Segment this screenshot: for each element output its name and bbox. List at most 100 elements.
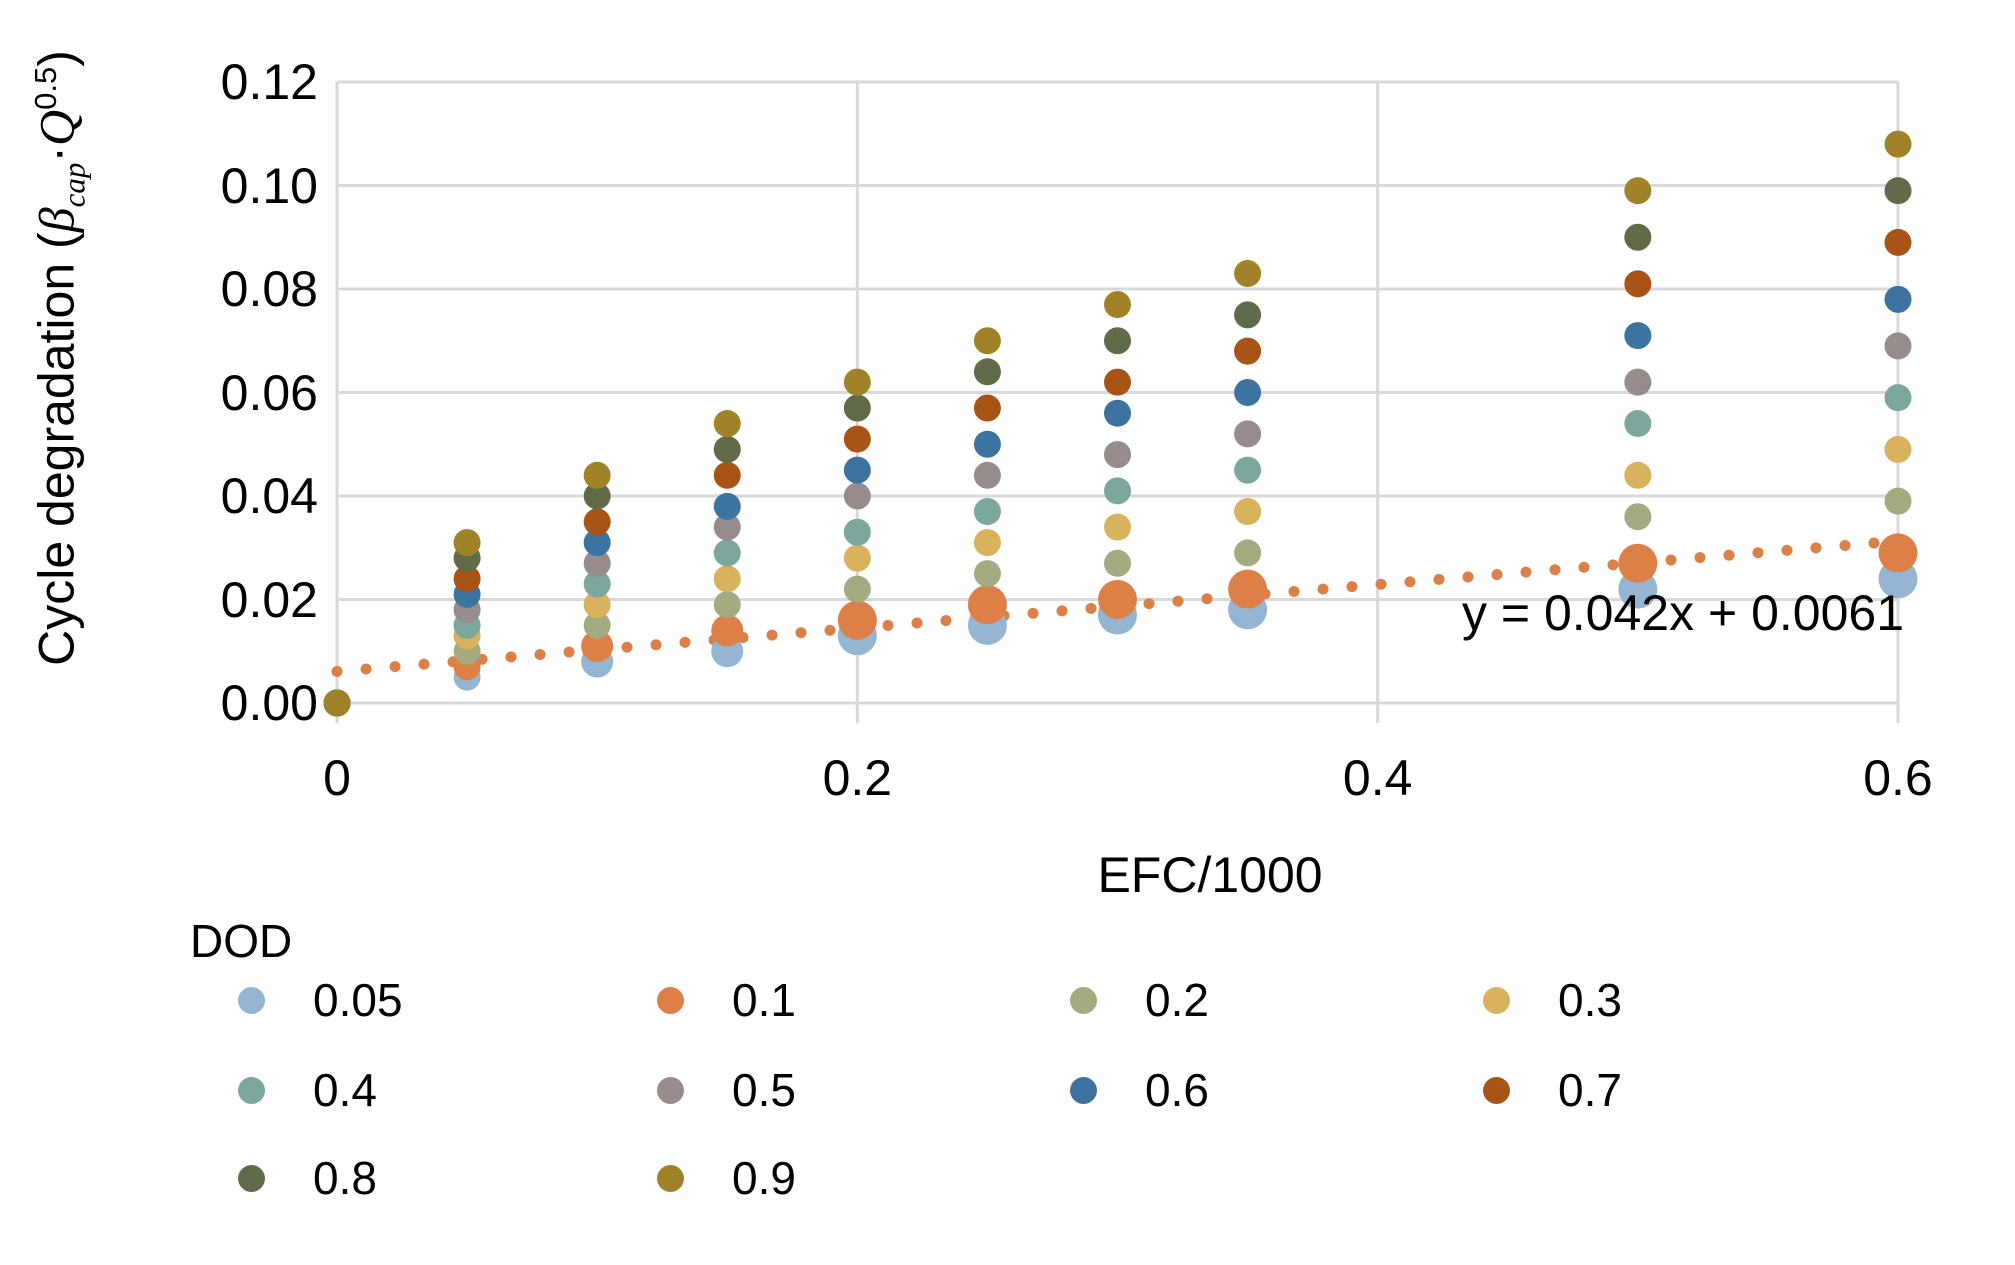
data-point-dod-0.3 — [1884, 435, 1912, 463]
legend-label: 0.05 — [313, 974, 403, 1026]
data-point-dod-0.9 — [1234, 259, 1262, 287]
data-point-dod-0.9 — [843, 368, 871, 396]
data-point-dod-0.8 — [1104, 327, 1131, 355]
x-tick-label: 0.2 — [822, 750, 893, 806]
legend-label: 0.7 — [1558, 1064, 1622, 1116]
legend-item-dod-0.6: 0.6 — [1070, 1062, 1209, 1118]
data-point-dod-0.9 — [323, 689, 351, 717]
legend-item-dod-0.7: 0.7 — [1483, 1062, 1622, 1118]
data-point-dod-0.6 — [713, 492, 741, 520]
data-point-dod-0.3 — [973, 529, 1001, 557]
legend-item-dod-0.4: 0.4 — [238, 1062, 377, 1118]
x-tick-label: 0 — [323, 750, 351, 806]
data-point-dod-0.4 — [1884, 384, 1912, 412]
data-point-dod-0.1 — [581, 630, 614, 663]
legend-marker-icon — [657, 1076, 684, 1104]
data-point-dod-0.8 — [713, 435, 741, 463]
y-tick-label: 0.00 — [220, 675, 318, 731]
data-point-dod-0.2 — [1234, 539, 1262, 567]
data-point-dod-0.5 — [1104, 441, 1131, 469]
legend-label: 0.4 — [313, 1064, 377, 1116]
data-point-dod-0.6 — [843, 456, 871, 484]
data-point-dod-0.6 — [1234, 379, 1262, 406]
data-point-dod-0.1 — [1618, 543, 1658, 583]
data-point-dod-0.6 — [1104, 399, 1131, 427]
y-tick-label: 0.06 — [220, 364, 318, 421]
data-point-dod-0.8 — [1234, 301, 1262, 329]
data-point-dod-0.4 — [1624, 410, 1652, 438]
legend-item-dod-0.5: 0.5 — [657, 1062, 796, 1118]
data-point-dod-0.7 — [583, 508, 611, 536]
data-point-dod-0.4 — [713, 539, 741, 567]
data-point-dod-0.7 — [973, 394, 1001, 422]
data-point-dod-0.9 — [1884, 130, 1912, 158]
data-point-dod-0.5 — [713, 513, 741, 541]
data-point-dod-0.4 — [583, 570, 611, 598]
legend-item-dod-0.1: 0.1 — [657, 972, 796, 1028]
data-point-dod-0.4 — [973, 498, 1001, 526]
trendline-equation: y = 0.042x + 0.0061 — [1462, 585, 1905, 641]
y-axis-title-close: ) — [28, 50, 85, 67]
legend-label: 0.2 — [1145, 974, 1209, 1026]
data-point-dod-0.5 — [1234, 420, 1262, 448]
data-point-dod-0.5 — [843, 482, 871, 510]
data-point-dod-0.1 — [1098, 580, 1137, 619]
legend-marker-icon — [657, 986, 684, 1014]
x-axis-title: EFC/1000 — [1097, 847, 1323, 903]
data-point-dod-0.6 — [1884, 285, 1912, 313]
legend-label: 0.5 — [732, 1064, 796, 1116]
data-point-dod-0.9 — [1104, 291, 1131, 319]
data-point-dod-0.5 — [1884, 332, 1912, 360]
data-point-dod-0.2 — [973, 560, 1001, 588]
data-point-dod-0.2 — [713, 591, 741, 619]
legend-marker-icon — [657, 1164, 684, 1192]
x-tick-label: 0.6 — [1863, 750, 1933, 806]
data-point-dod-0.9 — [973, 327, 1001, 355]
legend-marker-icon — [1070, 986, 1097, 1014]
data-point-dod-0.7 — [1104, 368, 1131, 396]
data-point-dod-0.2 — [583, 611, 611, 639]
legend-marker-icon — [1483, 986, 1510, 1014]
data-point-dod-0.1 — [1228, 569, 1268, 609]
data-point-dod-0.3 — [1624, 461, 1652, 489]
data-point-dod-0.7 — [843, 425, 871, 453]
legend-item-dod-0.05: 0.05 — [238, 972, 403, 1028]
y-tick-label: 0.02 — [220, 571, 318, 628]
legend-item-dod-0.9: 0.9 — [657, 1150, 796, 1206]
data-point-dod-0.6 — [583, 529, 611, 557]
y-tick-label: 0.08 — [220, 261, 318, 317]
data-point-dod-0.9 — [1624, 177, 1652, 205]
data-point-dod-0.4 — [1104, 477, 1131, 505]
data-point-dod-0.7 — [713, 461, 741, 489]
legend-item-dod-0.3: 0.3 — [1483, 972, 1622, 1028]
beta-subscript: cap — [56, 162, 92, 208]
data-point-dod-0.3 — [1234, 498, 1262, 526]
x-tick-label: 0.4 — [1342, 750, 1413, 806]
data-point-dod-0.2 — [1884, 487, 1912, 515]
data-point-dod-0.1 — [1878, 533, 1918, 573]
data-point-dod-0.1 — [711, 614, 744, 647]
dot-operator: · — [28, 145, 85, 163]
data-point-dod-0.9 — [713, 410, 741, 438]
legend-title: DOD — [190, 915, 293, 967]
legend-marker-icon — [238, 1076, 265, 1104]
data-point-dod-0.3 — [713, 565, 741, 593]
data-point-dod-0.1 — [967, 585, 1007, 625]
data-point-dod-0.4 — [843, 518, 871, 546]
q-exponent: 0.5 — [28, 66, 63, 110]
legend-label: 0.9 — [732, 1152, 796, 1204]
legend-marker-icon — [1070, 1076, 1097, 1104]
y-axis-title: Cycle degradation (βcap·Q0.5) — [15, 48, 92, 668]
legend-marker-icon — [238, 1164, 265, 1192]
legend-label: 0.6 — [1145, 1064, 1209, 1116]
data-point-dod-0.7 — [1624, 270, 1652, 298]
data-point-dod-0.3 — [1104, 513, 1131, 541]
data-point-dod-0.8 — [973, 358, 1001, 386]
data-point-dod-0.1 — [837, 600, 877, 640]
beta-symbol: β — [28, 207, 85, 233]
data-point-dod-0.5 — [583, 549, 611, 577]
legend-label: 0.1 — [732, 974, 796, 1026]
y-tick-label: 0.04 — [220, 468, 318, 524]
data-point-dod-0.8 — [583, 482, 611, 510]
data-point-dod-0.2 — [1104, 549, 1131, 577]
